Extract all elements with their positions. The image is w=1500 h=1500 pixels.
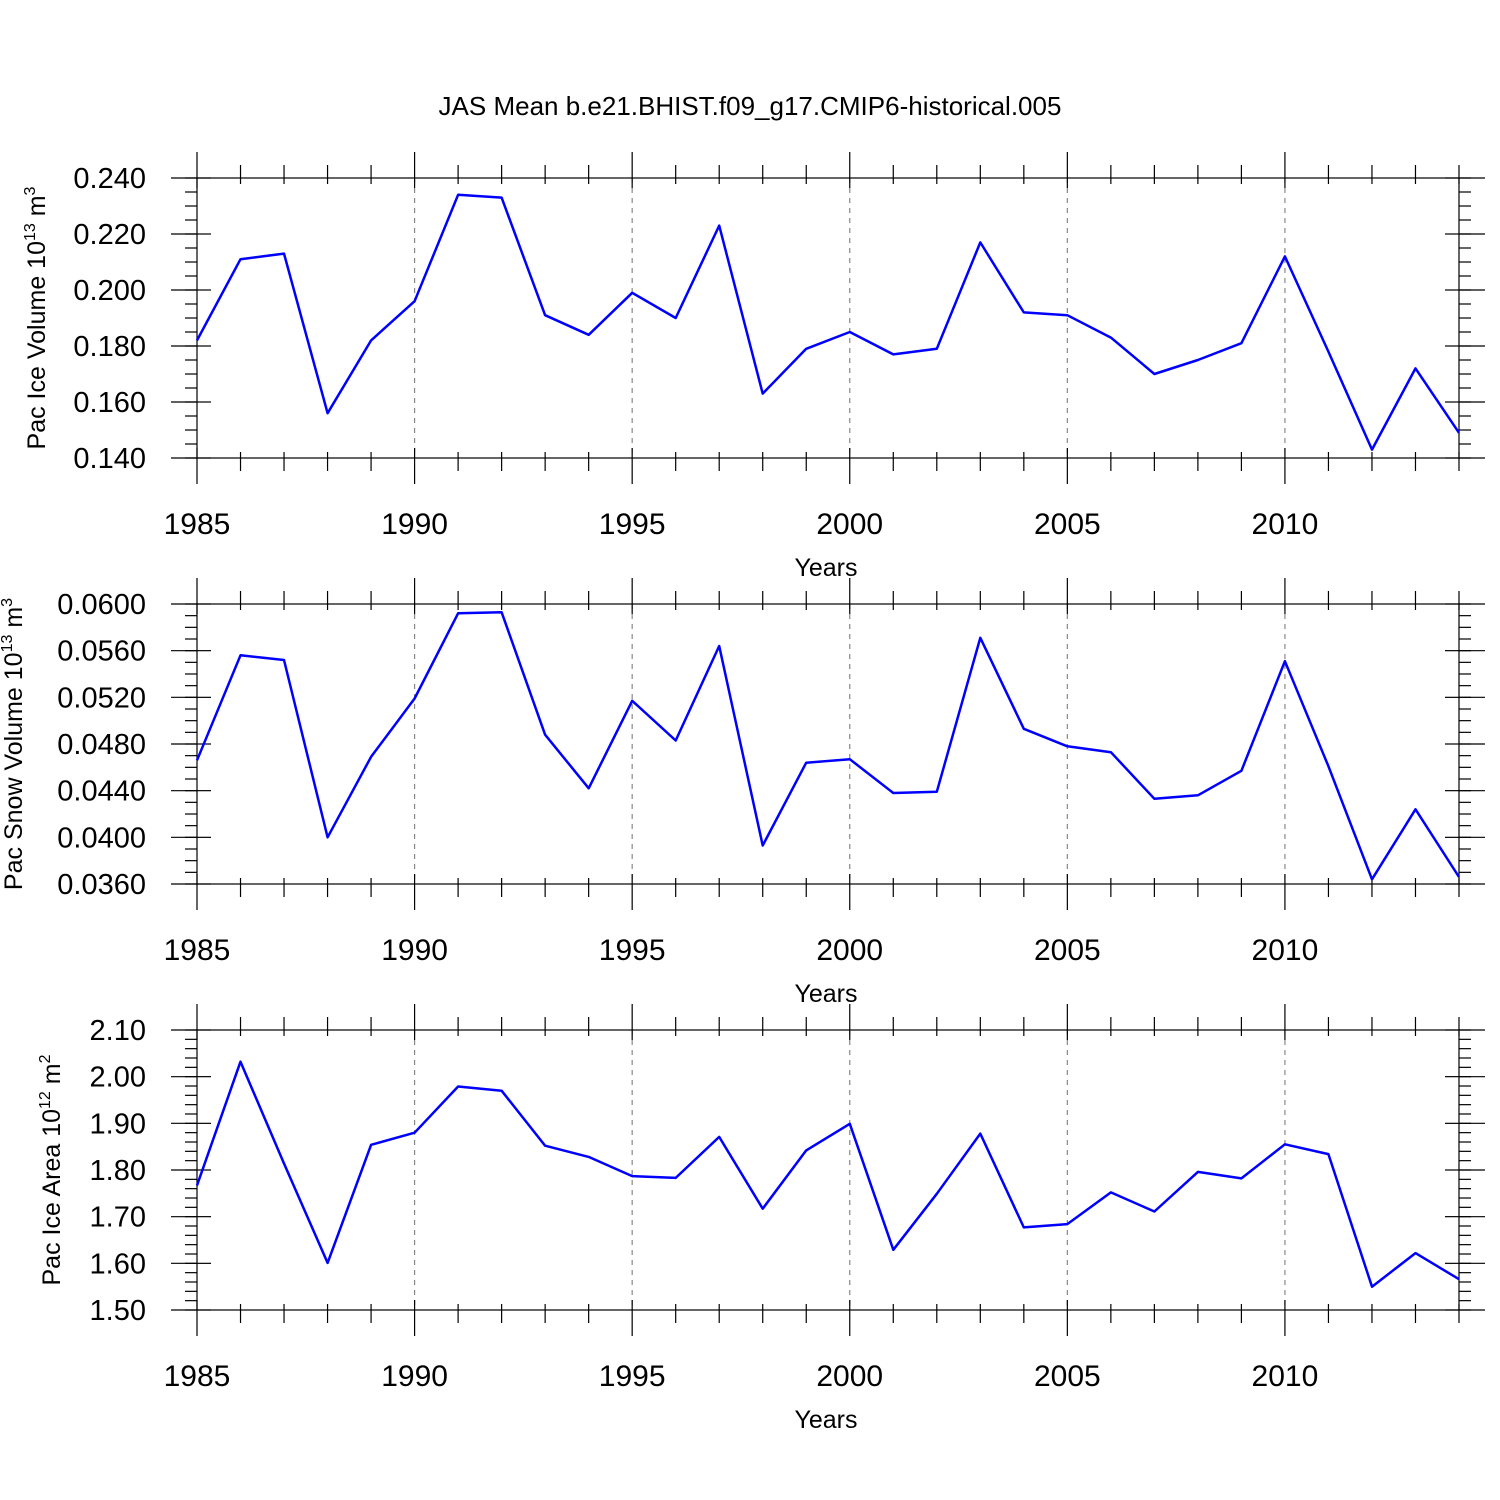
x-tick-label: 1985 — [164, 508, 231, 541]
plot-frame — [196, 603, 1460, 885]
chart-panel-3: 1.50 1.60 1.70 1.80 1.90 2.00 2.10 1985 1990 1995… — [37, 1004, 1485, 1434]
plot-frame — [196, 1029, 1460, 1311]
x-tick-label: 2010 — [1252, 508, 1319, 541]
x-tick-label: 1985 — [164, 1360, 231, 1393]
y-axis-label: Pac Ice Area 1012 m2 — [37, 1054, 66, 1285]
x-tick-label: 1995 — [599, 934, 666, 967]
chart-title: JAS Mean b.e21.BHIST.f09_g17.CMIP6-histo… — [439, 91, 1062, 121]
y-tick-label: 2.00 — [90, 1062, 146, 1094]
x-tick-label: 2005 — [1034, 934, 1101, 967]
y-tick-label: 0.180 — [73, 331, 146, 363]
y-tick-label: 1.80 — [90, 1155, 146, 1187]
y-tick-label: 0.0440 — [57, 776, 146, 808]
y-axis-label: Pac Ice Volume 1013 m3 — [22, 186, 51, 449]
y-tick-label: 1.50 — [90, 1295, 146, 1327]
y-tick-label: 0.220 — [73, 219, 146, 251]
chart-panel-2: 0.0360 0.0400 0.0440 0.0480 0.0520 0.0560 0.06… — [0, 578, 1485, 1008]
y-tick-label: 1.70 — [90, 1202, 146, 1234]
y-tick-label: 1.60 — [90, 1248, 146, 1280]
x-tick-label: 2010 — [1252, 1360, 1319, 1393]
x-tick-label: 1995 — [599, 508, 666, 541]
y-tick-label: 0.0520 — [57, 682, 146, 714]
y-tick-label: 0.0360 — [57, 869, 146, 901]
x-tick-label: 1990 — [381, 508, 448, 541]
x-axis-label: Years — [794, 1406, 857, 1434]
x-tick-label: 1990 — [381, 934, 448, 967]
x-tick-label: 1985 — [164, 934, 231, 967]
x-tick-label: 2010 — [1252, 934, 1319, 967]
x-tick-label: 1990 — [381, 1360, 448, 1393]
x-tick-label: 1995 — [599, 1360, 666, 1393]
y-tick-label: 0.240 — [73, 163, 146, 195]
series-line — [195, 610, 1461, 881]
x-axis-label: Years — [794, 980, 857, 1008]
x-tick-label: 2005 — [1034, 508, 1101, 541]
series-line — [195, 1060, 1460, 1288]
x-tick-label: 2000 — [816, 1360, 883, 1393]
plot-frame — [196, 177, 1460, 459]
y-tick-label: 2.10 — [90, 1015, 146, 1047]
y-tick-label: 0.0560 — [57, 636, 146, 668]
y-axis-label: Pac Snow Volume 1013 m3 — [0, 598, 28, 890]
y-tick-label: 0.0400 — [57, 822, 146, 854]
y-tick-label: 0.0600 — [57, 589, 146, 621]
y-tick-label: 0.200 — [73, 275, 146, 307]
y-tick-label: 0.160 — [73, 387, 146, 419]
chart-panel-1: 0.140 0.160 0.180 0.200 0.220 0.240 1985 1990 19… — [22, 152, 1485, 582]
series-line — [195, 193, 1461, 451]
x-tick-label: 2000 — [816, 934, 883, 967]
y-tick-label: 0.0480 — [57, 729, 146, 761]
y-tick-label: 1.90 — [90, 1108, 146, 1140]
x-tick-label: 2005 — [1034, 1360, 1101, 1393]
y-tick-label: 0.140 — [73, 443, 146, 475]
x-tick-label: 2000 — [816, 508, 883, 541]
x-axis-label: Years — [794, 554, 857, 582]
